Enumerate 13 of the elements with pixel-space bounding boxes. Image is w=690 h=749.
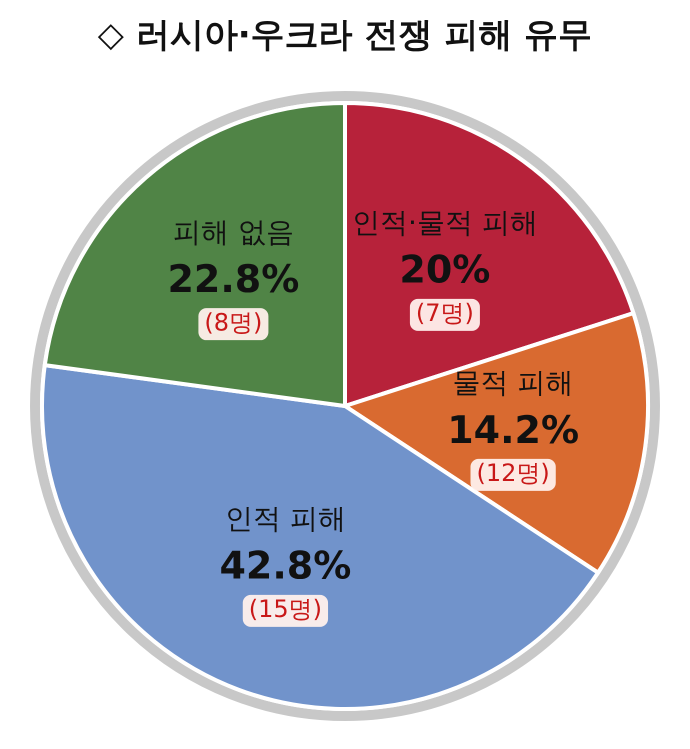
slice-label: 인적·물적 피해	[352, 206, 538, 240]
slice-label: 피해 없음	[172, 215, 294, 248]
data-label: 14.2%	[447, 408, 580, 452]
text: (7명)	[416, 299, 474, 328]
slice-label: 물적 피해	[452, 366, 574, 400]
chart-title: ◇ 러시아·우크라 전쟁 피해 유무	[96, 14, 594, 57]
data-label: 22.8%	[167, 257, 300, 302]
text: (12명)	[476, 459, 550, 488]
data-label: 20%	[399, 248, 490, 292]
slice-label: 인적 피해	[224, 502, 346, 536]
text: (8명)	[204, 308, 262, 336]
text: (15명)	[248, 595, 322, 624]
data-label: 42.8%	[219, 544, 352, 588]
